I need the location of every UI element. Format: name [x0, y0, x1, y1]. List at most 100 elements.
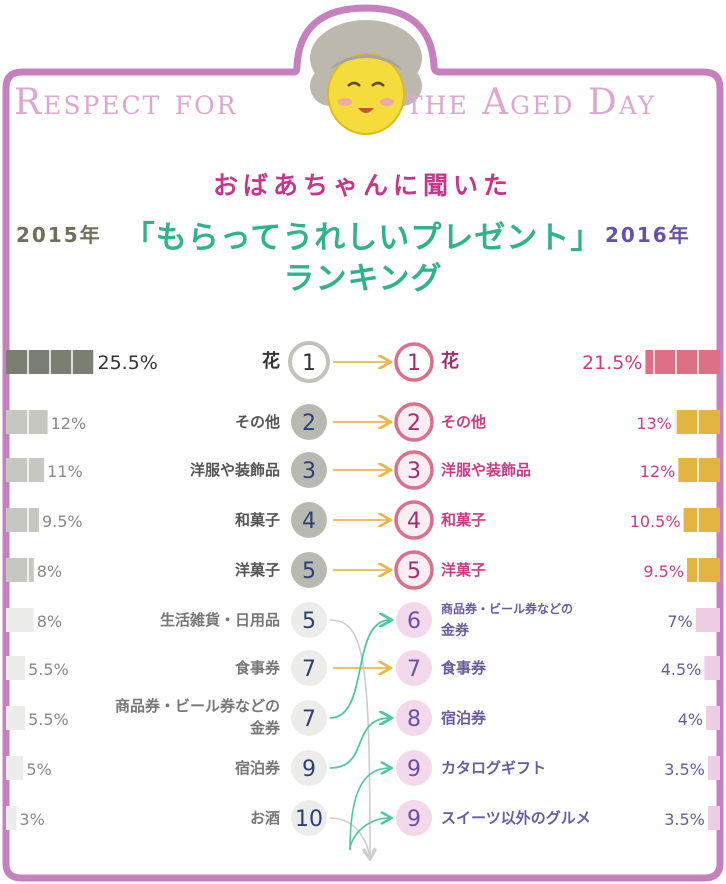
rank-2016-circle — [394, 450, 434, 490]
bar-2015 — [6, 608, 34, 632]
bar-2015 — [6, 706, 26, 730]
bar-2016-value: 3.5% — [664, 810, 705, 829]
bar-2016-value: 3.5% — [664, 760, 705, 779]
rank-2016-circle — [396, 800, 432, 836]
label-2016: 商品券・ビール券などの 金券 — [441, 602, 574, 639]
bar-2016-value: 13% — [636, 414, 672, 433]
label-2016: 洋服や装飾品 — [441, 461, 532, 479]
rank-2016-number: 1 — [407, 351, 421, 376]
bar-2015-value: 8% — [37, 612, 62, 631]
bar-2015 — [6, 756, 24, 780]
bar-2016 — [645, 350, 720, 374]
rank-2015-circle — [291, 602, 327, 638]
label-2016: 宿泊券 — [441, 709, 487, 727]
rank-2016-circle — [396, 700, 432, 736]
bar-2015-value: 25.5% — [97, 352, 157, 374]
rank-2015-number: 10 — [295, 807, 323, 832]
rank-2015-number: 2 — [302, 411, 316, 436]
label-2016: カタログギフト — [441, 759, 547, 777]
rank-2015-circle — [291, 552, 327, 588]
rank-2016-circle — [396, 602, 432, 638]
arrow-rank-new — [349, 818, 390, 851]
label-2015: 洋菓子 — [234, 561, 280, 579]
grandmother-face-icon — [310, 20, 422, 135]
rank-2015-number: 5 — [302, 559, 316, 584]
bar-2015 — [6, 410, 48, 434]
year-2016-label: 2016年 — [605, 223, 691, 247]
bar-2015-value: 8% — [37, 562, 62, 581]
rank-2016-circle — [396, 750, 432, 786]
rank-2016-circle — [394, 342, 434, 382]
bar-2015-value: 11% — [47, 462, 83, 481]
frame-border — [2, 4, 724, 882]
bar-2015-value: 9.5% — [42, 512, 83, 531]
rank-2015-number: 7 — [302, 707, 316, 732]
bar-2015 — [6, 508, 39, 532]
rank-2016-number: 2 — [407, 411, 421, 436]
bar-2016 — [704, 656, 720, 680]
rank-2015-circle — [291, 502, 327, 538]
rank-2015-number: 1 — [302, 351, 316, 376]
label-2016: 洋菓子 — [441, 561, 487, 579]
rank-2016-number: 9 — [407, 757, 421, 782]
label-2016: 花 — [441, 351, 459, 372]
banner-right-text: the Aged Day — [406, 82, 657, 123]
bar-2015-value: 3% — [19, 810, 44, 829]
arrow-rank-up — [329, 620, 390, 719]
label-2015: その他 — [234, 413, 280, 431]
banner-left-text: Respect for — [14, 82, 238, 123]
heading-title-ranking: ランキング — [283, 261, 443, 297]
rank-2016-number: 6 — [407, 609, 421, 634]
rank-2016-circle — [394, 402, 434, 442]
heading-title: 「もらってうれしいプレゼント」 — [123, 220, 603, 256]
label-2016: 和菓子 — [441, 511, 487, 529]
bar-2016 — [707, 806, 720, 830]
bar-2016-value: 12% — [640, 462, 676, 481]
bar-2016-value: 21.5% — [582, 352, 642, 374]
bar-2016 — [695, 608, 720, 632]
label-2015: 宿泊券 — [234, 759, 280, 777]
heading-subtitle: おばあちゃんに聞いた — [212, 171, 513, 200]
bar-2015-value: 5.5% — [28, 710, 69, 729]
rank-2015-circle — [291, 650, 327, 686]
bar-2015-value: 12% — [51, 414, 87, 433]
year-2015-label: 2015年 — [16, 223, 102, 247]
rank-2015-number: 7 — [302, 657, 316, 682]
label-2016: スイーツ以外のグルメ — [441, 809, 591, 827]
bar-2016 — [678, 458, 720, 482]
bar-2016 — [683, 508, 720, 532]
bar-2016-value: 4.5% — [661, 660, 702, 679]
rank-2016-number: 9 — [407, 807, 421, 832]
bar-2015 — [6, 806, 17, 830]
bar-2015 — [6, 458, 45, 482]
bar-2016 — [687, 558, 720, 582]
bar-2016-value: 9.5% — [643, 562, 684, 581]
label-2015: 洋服や装飾品 — [189, 461, 280, 479]
rank-2015-circle — [291, 750, 327, 786]
bar-2015-value: 5.5% — [28, 660, 69, 679]
rank-2016-number: 7 — [407, 657, 421, 682]
arrow-rank-up — [329, 718, 390, 769]
rank-2016-circle — [394, 550, 434, 590]
rank-2015-circle — [291, 404, 327, 440]
bar-2016-value: 10.5% — [630, 512, 681, 531]
bar-2015-value: 5% — [26, 760, 51, 779]
arrow-rank-new — [349, 768, 390, 851]
rank-2016-circle — [396, 650, 432, 686]
rank-2015-circle — [291, 452, 327, 488]
bar-2016 — [706, 706, 720, 730]
label-2015: 生活雑貨・日用品 — [159, 611, 280, 629]
arrow-rank-out — [329, 619, 370, 858]
bar-2016 — [707, 756, 720, 780]
label-2015: 商品券・ビール券などの 金券 — [114, 697, 280, 737]
label-2015: お酒 — [249, 809, 280, 827]
rank-2015-circle — [288, 341, 330, 383]
bar-2016-value: 4% — [678, 710, 703, 729]
rank-2015-number: 9 — [302, 757, 316, 782]
rank-2015-number: 3 — [302, 459, 316, 484]
label-2015: 花 — [262, 351, 280, 372]
bar-2015 — [6, 558, 34, 582]
bar-2015 — [6, 656, 26, 680]
